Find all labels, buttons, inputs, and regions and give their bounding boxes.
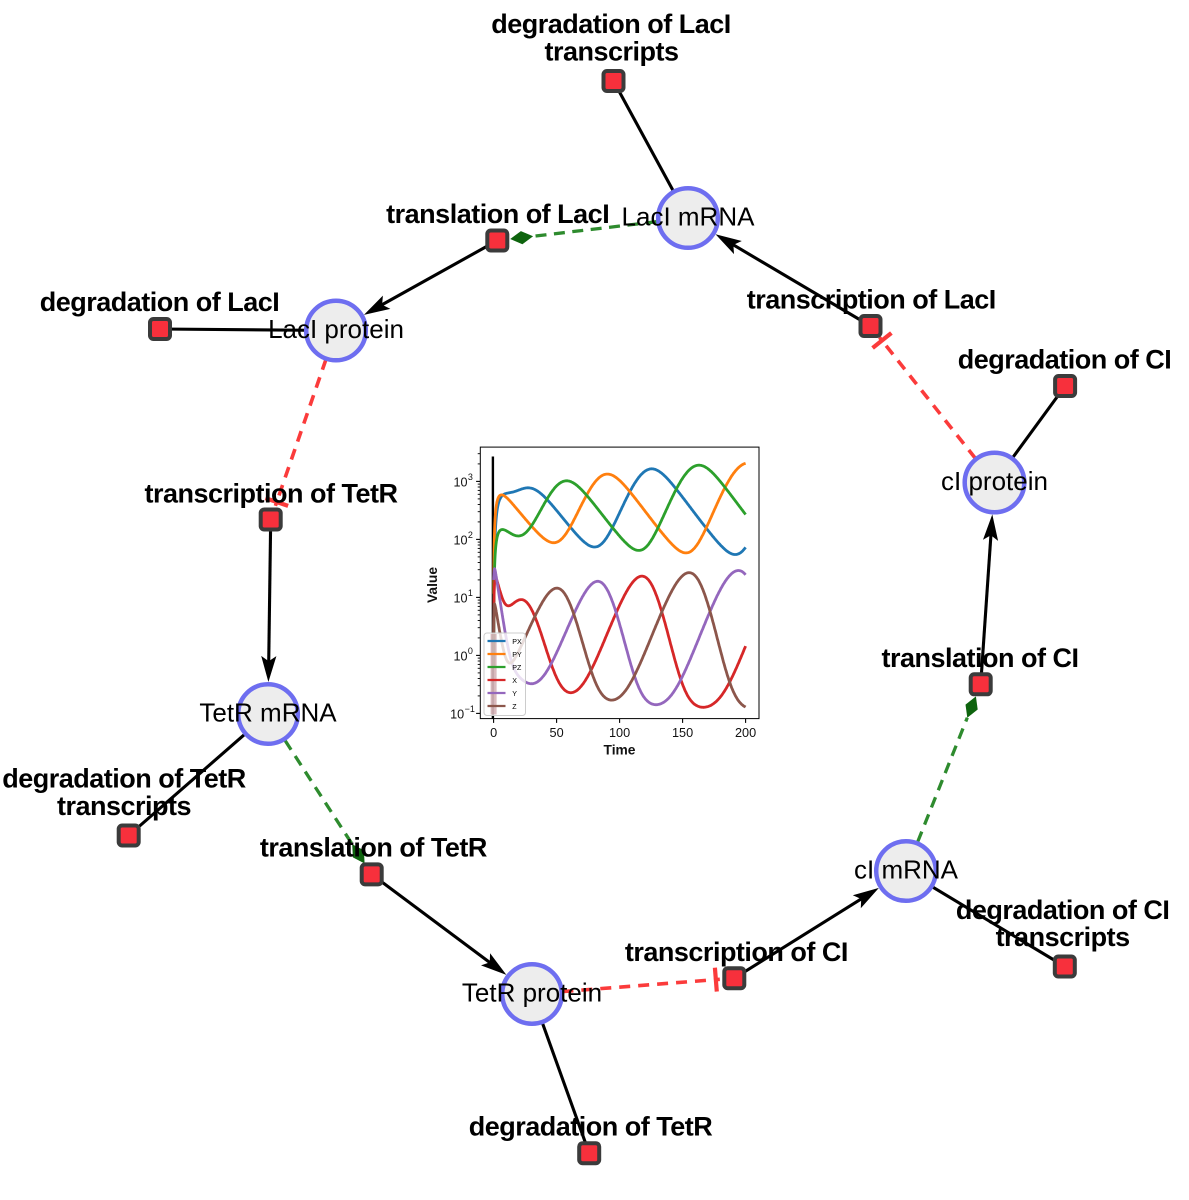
- svg-text:Y: Y: [512, 690, 517, 698]
- svg-text:10: 10: [453, 533, 467, 547]
- svg-text:degradation of LacI: degradation of LacI: [40, 287, 280, 317]
- svg-text:transcripts: transcripts: [57, 791, 191, 821]
- svg-text:Z: Z: [512, 703, 517, 711]
- svg-text:Time: Time: [604, 743, 636, 758]
- svg-text:degradation of CI: degradation of CI: [956, 895, 1170, 925]
- svg-text:Value: Value: [425, 567, 440, 603]
- svg-text:degradation of TetR: degradation of TetR: [469, 1112, 713, 1142]
- svg-text:10: 10: [453, 475, 467, 489]
- svg-text:100: 100: [609, 726, 630, 740]
- svg-text:TetR protein: TetR protein: [462, 978, 602, 1008]
- svg-text:transcripts: transcripts: [996, 922, 1130, 952]
- svg-text:10: 10: [450, 707, 464, 721]
- svg-text:transcripts: transcripts: [544, 37, 678, 67]
- svg-text:transcription of TetR: transcription of TetR: [144, 479, 397, 509]
- svg-text:transcription of CI: transcription of CI: [625, 937, 848, 967]
- svg-text:degradation of CI: degradation of CI: [958, 345, 1172, 375]
- svg-text:translation of LacI: translation of LacI: [386, 199, 609, 229]
- svg-text:3: 3: [468, 472, 473, 482]
- svg-text:LacI protein: LacI protein: [268, 314, 404, 344]
- svg-text:10: 10: [453, 649, 467, 663]
- svg-text:PX: PX: [512, 638, 522, 646]
- svg-text:degradation of LacI: degradation of LacI: [491, 9, 731, 39]
- svg-text:translation of CI: translation of CI: [881, 643, 1078, 673]
- svg-text:cI protein: cI protein: [941, 466, 1048, 496]
- svg-text:X: X: [512, 677, 517, 685]
- svg-text:PZ: PZ: [512, 664, 522, 672]
- svg-text:10: 10: [453, 591, 467, 605]
- svg-text:transcription of LacI: transcription of LacI: [747, 285, 996, 315]
- svg-text:200: 200: [735, 726, 756, 740]
- svg-text:LacI mRNA: LacI mRNA: [622, 202, 756, 232]
- svg-text:translation of TetR: translation of TetR: [260, 832, 487, 862]
- svg-text:PY: PY: [512, 651, 522, 659]
- svg-text:2: 2: [468, 530, 473, 540]
- svg-text:50: 50: [550, 726, 564, 740]
- svg-text:TetR mRNA: TetR mRNA: [199, 698, 337, 728]
- svg-text:cI mRNA: cI mRNA: [854, 855, 959, 885]
- svg-text:0: 0: [490, 726, 497, 740]
- svg-text:−1: −1: [465, 704, 475, 714]
- svg-text:degradation of TetR: degradation of TetR: [2, 764, 246, 794]
- svg-text:0: 0: [468, 646, 473, 656]
- svg-text:1: 1: [468, 588, 473, 598]
- svg-text:150: 150: [672, 726, 693, 740]
